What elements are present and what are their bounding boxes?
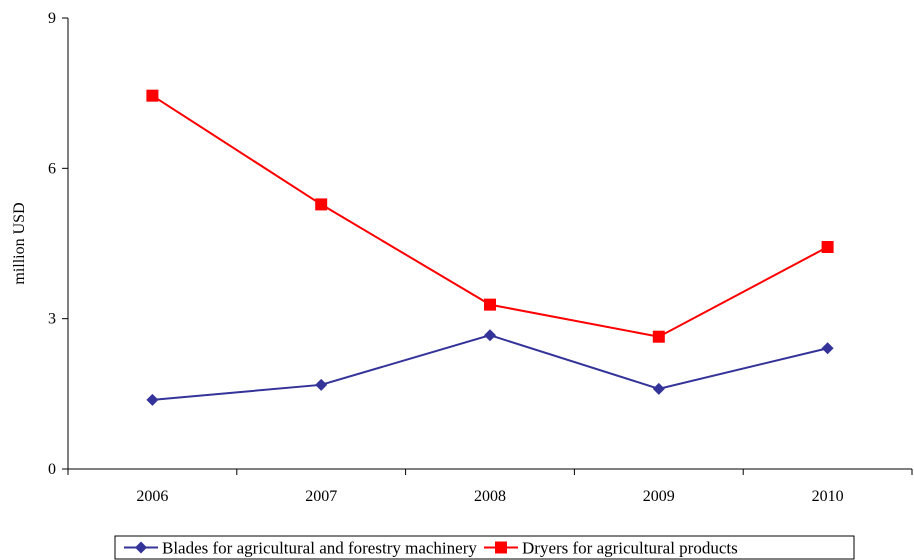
y-tick-label: 9 (48, 10, 56, 27)
y-tick-label: 3 (48, 311, 56, 328)
legend-swatch-marker (135, 541, 147, 554)
series-1-point (652, 382, 665, 395)
legend-swatch-marker (495, 541, 507, 554)
legend: Blades for agricultural and forestry mac… (114, 535, 855, 560)
series-2-point (484, 298, 496, 311)
legend-label: Blades for agricultural and forestry mac… (162, 539, 477, 558)
y-ticks: 0 3 6 9 (48, 10, 68, 478)
y-axis-title: million USD (11, 202, 28, 284)
x-tick-label: 2010 (812, 488, 844, 505)
x-tick-label: 2009 (643, 488, 675, 505)
series-1-line (152, 334, 828, 401)
series-1-point (146, 393, 159, 406)
series-2-point (146, 89, 159, 102)
axes (67, 18, 912, 470)
x-ticks: 2006 2007 2008 2009 2010 (67, 469, 913, 505)
y-tick-label: 6 (48, 160, 56, 177)
legend-label: Dryers for agricultural products (522, 539, 738, 558)
series-2-point (821, 241, 834, 254)
x-tick-label: 2007 (305, 488, 337, 505)
series-1 (146, 329, 834, 406)
x-tick-label: 2006 (136, 488, 168, 505)
series-2-point (652, 330, 665, 343)
series-2 (146, 89, 834, 343)
x-tick-label: 2008 (474, 488, 506, 505)
y-tick-label: 0 (48, 461, 56, 478)
series-1-point (315, 378, 328, 391)
series-1-point (484, 329, 496, 342)
series-layer (146, 89, 834, 406)
series-1-point (821, 342, 834, 355)
series-2-point (315, 198, 328, 211)
